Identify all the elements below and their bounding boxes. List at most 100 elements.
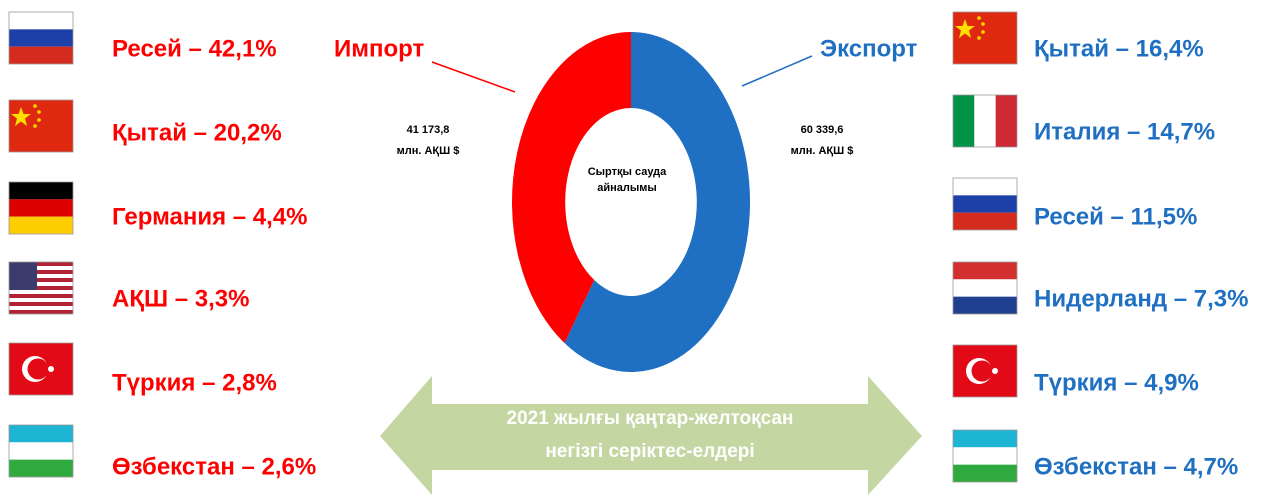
flag-part	[9, 46, 73, 64]
flag-part	[9, 286, 73, 290]
series-name: Экспорт	[820, 35, 918, 62]
flag-border	[952, 261, 1018, 315]
flag	[952, 94, 1018, 148]
flag-part	[33, 124, 37, 128]
double-arrow	[380, 376, 922, 495]
arrow-text: негізгі серіктес-елдері	[545, 441, 754, 462]
export-partner: Италия – 14,7%	[1034, 118, 1215, 145]
flag-part	[981, 30, 985, 34]
import-partner: АҚШ – 3,3%	[112, 285, 249, 312]
import-partner: Түркия – 2,8%	[112, 369, 277, 396]
import-partner: Германия – 4,4%	[112, 203, 308, 230]
flag	[8, 11, 74, 65]
flag-part	[9, 266, 73, 270]
series-name: Импорт	[334, 35, 425, 62]
flag-part	[9, 302, 73, 306]
import-partner: Қытай – 20,2%	[112, 119, 282, 146]
flag-border	[8, 11, 74, 65]
donut-segment	[564, 32, 750, 372]
flag-part	[953, 447, 1017, 465]
flag-part	[9, 12, 73, 30]
flag-border	[8, 181, 74, 235]
flag	[8, 99, 74, 153]
flag-border	[952, 177, 1018, 231]
flag-part	[9, 100, 73, 152]
flag-border	[8, 342, 74, 396]
flag-part	[953, 279, 1017, 297]
flag-part	[9, 459, 73, 477]
flag-part	[992, 368, 998, 374]
flag-part	[953, 262, 1017, 280]
flag-part	[953, 178, 1017, 196]
flag	[8, 261, 74, 315]
leader-line	[741, 55, 813, 87]
flag-part	[953, 12, 1017, 64]
center-label: Сыртқы сауда	[588, 166, 667, 178]
center-label: айналымы	[597, 182, 657, 194]
export-partner: Нидерланд – 7,3%	[1034, 285, 1248, 312]
flag-part	[9, 282, 73, 286]
flag-part	[9, 290, 73, 294]
flag-border	[8, 424, 74, 478]
flag-border	[952, 429, 1018, 483]
flag-part	[37, 110, 41, 114]
flag	[952, 344, 1018, 398]
export-partner: Өзбекстан – 4,7%	[1034, 453, 1238, 480]
flag-part	[9, 442, 73, 460]
flag-part	[953, 195, 1017, 213]
flag-part	[9, 294, 73, 298]
flag-part	[9, 29, 73, 47]
flag-part	[974, 95, 996, 147]
flag-part	[9, 298, 73, 302]
flag-part	[48, 366, 54, 372]
import-partner: Ресей – 42,1%	[112, 35, 277, 62]
unit-label: млн. АҚШ $	[791, 145, 854, 157]
flag-part	[971, 360, 993, 382]
import-partner: Өзбекстан – 2,6%	[112, 453, 316, 480]
export-partner: Түркия – 4,9%	[1034, 369, 1199, 396]
donut	[512, 32, 750, 372]
flag-part	[955, 19, 975, 38]
flag	[952, 261, 1018, 315]
unit-label: млн. АҚШ $	[397, 145, 460, 157]
flag-part	[9, 425, 73, 443]
flag	[8, 424, 74, 478]
flag-part	[953, 464, 1017, 482]
value-label: 60 339,6	[801, 124, 844, 136]
arrow-text: 2021 жылғы қаңтар-желтоқсан	[507, 408, 794, 429]
flag-part	[9, 182, 73, 200]
flag-part	[37, 118, 41, 122]
flag-part	[9, 262, 37, 290]
leader-line	[431, 61, 516, 93]
flag	[8, 181, 74, 235]
flag-part	[9, 310, 73, 314]
flag	[8, 342, 74, 396]
flag-part	[9, 278, 73, 282]
flag-border	[8, 99, 74, 153]
flag-part	[9, 306, 73, 310]
flag-part	[977, 36, 981, 40]
export-partner: Ресей – 11,5%	[1034, 203, 1197, 230]
flag-part	[33, 104, 37, 108]
flag-part	[27, 358, 49, 380]
flag-part	[9, 262, 73, 266]
flag-part	[9, 274, 73, 278]
value-label: 41 173,8	[407, 124, 450, 136]
flag-border	[952, 94, 1018, 148]
donut-segment	[512, 32, 631, 343]
flag-part	[9, 216, 73, 234]
flag-part	[953, 95, 975, 147]
export-partner: Қытай – 16,4%	[1034, 35, 1204, 62]
flag-border	[952, 344, 1018, 398]
flag-border	[8, 261, 74, 315]
flag-part	[953, 296, 1017, 314]
flag	[952, 11, 1018, 65]
flag-part	[981, 22, 985, 26]
flag-border	[952, 11, 1018, 65]
flag-part	[11, 107, 31, 126]
flag	[952, 177, 1018, 231]
flag-part	[995, 95, 1017, 147]
flag-part	[9, 270, 73, 274]
flag-part	[977, 16, 981, 20]
